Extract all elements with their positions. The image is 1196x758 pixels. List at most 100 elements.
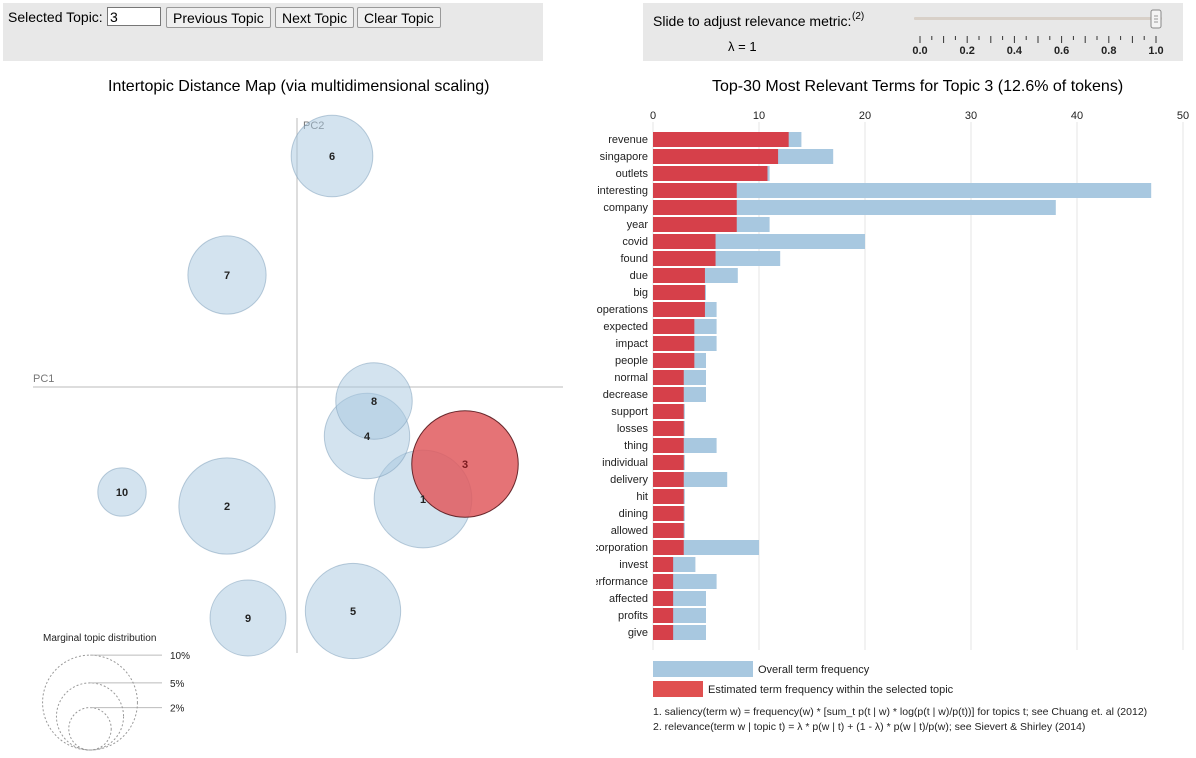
topic-label-1: 1 <box>420 494 426 506</box>
topic-label-8: 8 <box>371 396 377 408</box>
topic-frequency-bar <box>653 285 705 300</box>
term-label-operations[interactable]: operations <box>597 304 649 316</box>
topic-frequency-bar <box>653 421 684 436</box>
topic-circle-3[interactable] <box>411 410 519 518</box>
topic-frequency-bar <box>653 455 684 470</box>
term-label-support[interactable]: support <box>611 406 648 418</box>
term-label-company[interactable]: company <box>603 202 648 214</box>
term-label-impact[interactable]: impact <box>616 338 648 350</box>
term-label-losses[interactable]: losses <box>617 423 649 435</box>
footnote-2: 2. relevance(term w | topic t) = λ * p(w… <box>653 721 1085 733</box>
legend-circle-2 <box>68 707 112 751</box>
topic-frequency-bar <box>653 438 684 453</box>
term-label-expected[interactable]: expected <box>603 321 648 333</box>
term-label-singapore[interactable]: singapore <box>600 151 648 163</box>
term-label-people[interactable]: people <box>615 355 648 367</box>
topic-frequency-bar <box>653 506 684 521</box>
topic-frequency-bar <box>653 574 674 589</box>
x-tick-label: 30 <box>965 110 977 122</box>
footnote-1: 1. saliency(term w) = frequency(w) * [su… <box>653 706 1147 718</box>
topic-circle-8[interactable] <box>335 362 413 440</box>
legend-circle-5 <box>55 682 125 751</box>
relevance-slider[interactable]: 0.0 0.2 0.4 0.6 0.8 1.0 <box>903 3 1183 61</box>
topic-circle-2[interactable] <box>178 457 276 555</box>
topic-label-5: 5 <box>350 606 356 618</box>
topic-frequency-bar <box>653 319 695 334</box>
relevance-control-panel: Slide to adjust relevance metric: (2) λ … <box>643 3 1183 61</box>
topic-frequency-bar <box>653 540 684 555</box>
topic-circle-5[interactable] <box>304 562 402 660</box>
term-label-delivery[interactable]: delivery <box>610 474 648 486</box>
term-label-revenue[interactable]: revenue <box>608 134 648 146</box>
slider-tick-label: 0.8 <box>1101 45 1116 57</box>
overall-frequency-bar <box>653 200 1056 215</box>
topic-frequency-bar <box>653 268 705 283</box>
overall-frequency-bar <box>653 183 1152 198</box>
term-label-allowed[interactable]: allowed <box>611 525 648 537</box>
topic-frequency-bar <box>653 608 674 623</box>
topic-circle-9[interactable] <box>209 579 287 657</box>
x-tick-label: 50 <box>1177 110 1189 122</box>
term-label-interesting[interactable]: interesting <box>597 185 648 197</box>
topic-control-panel: Selected Topic: Previous Topic Next Topi… <box>3 3 543 61</box>
term-label-big[interactable]: big <box>633 287 648 299</box>
topic-frequency-bar <box>653 557 674 572</box>
term-label-thing[interactable]: thing <box>624 440 648 452</box>
selected-topic-input[interactable] <box>107 7 161 26</box>
topic-frequency-bar <box>653 166 768 181</box>
term-label-corporation[interactable]: corporation <box>596 542 648 554</box>
topic-frequency-bar <box>653 472 684 487</box>
topic-frequency-bar <box>653 523 684 538</box>
topic-frequency-bar <box>653 302 705 317</box>
term-label-decrease[interactable]: decrease <box>603 389 648 401</box>
x-tick-label: 20 <box>859 110 871 122</box>
term-label-found[interactable]: found <box>620 253 648 265</box>
topic-label-9: 9 <box>245 613 251 625</box>
term-label-individual[interactable]: individual <box>602 457 648 469</box>
relevant-terms-bar-chart: 0 10 20 30 40 50 revenue singapore outlets intere… <box>596 110 1189 733</box>
term-label-give[interactable]: give <box>628 627 648 639</box>
legend-circle-10 <box>42 654 138 751</box>
slider-label: Slide to adjust relevance metric: <box>653 13 852 29</box>
topic-frequency-bar <box>653 200 737 215</box>
topic-circle-10[interactable] <box>97 467 147 517</box>
term-label-performance[interactable]: performance <box>596 576 648 588</box>
term-label-dining[interactable]: dining <box>619 508 648 520</box>
slider-tick-label: 0.4 <box>1007 45 1023 57</box>
topic-frequency-bar <box>653 489 684 504</box>
topic-label-10: 10 <box>116 487 128 499</box>
term-label-affected[interactable]: affected <box>609 593 648 605</box>
topic-frequency-bar <box>653 149 779 164</box>
topic-frequency-bar <box>653 625 674 640</box>
term-label-normal[interactable]: normal <box>614 372 648 384</box>
term-label-due[interactable]: due <box>630 270 648 282</box>
topic-label-7: 7 <box>224 270 230 282</box>
topic-frequency-bar <box>653 217 737 232</box>
term-label-outlets[interactable]: outlets <box>616 168 649 180</box>
term-label-hit[interactable]: hit <box>636 491 648 503</box>
topic-circle-6[interactable] <box>290 114 374 198</box>
term-label-year[interactable]: year <box>627 219 649 231</box>
lambda-value-text: λ = 1 <box>728 39 757 54</box>
topic-label-4: 4 <box>364 431 371 443</box>
legend-swatch-overall <box>653 661 753 677</box>
topic-frequency-bar <box>653 404 684 419</box>
previous-topic-button[interactable]: Previous Topic <box>166 7 271 28</box>
topic-label-2: 2 <box>224 501 230 513</box>
intertopic-distance-map: PC1PC212345678910Marginal topic distribu… <box>33 114 563 751</box>
term-label-covid[interactable]: covid <box>622 236 648 248</box>
marginal-distribution-title: Marginal topic distribution <box>43 633 156 644</box>
clear-topic-button[interactable]: Clear Topic <box>357 7 441 28</box>
selected-topic-label: Selected Topic: <box>8 9 103 25</box>
topic-frequency-bar <box>653 132 789 147</box>
legend-label-5: 5% <box>170 679 185 690</box>
topic-circle-7[interactable] <box>187 235 267 315</box>
term-label-profits[interactable]: profits <box>618 610 648 622</box>
x-tick-label: 0 <box>650 110 656 122</box>
pc1-axis-label: PC1 <box>33 373 54 385</box>
next-topic-button[interactable]: Next Topic <box>275 7 355 28</box>
topic-frequency-bar <box>653 353 695 368</box>
x-tick-label: 10 <box>753 110 765 122</box>
term-label-invest[interactable]: invest <box>619 559 648 571</box>
legend-label-2: 2% <box>170 704 185 715</box>
